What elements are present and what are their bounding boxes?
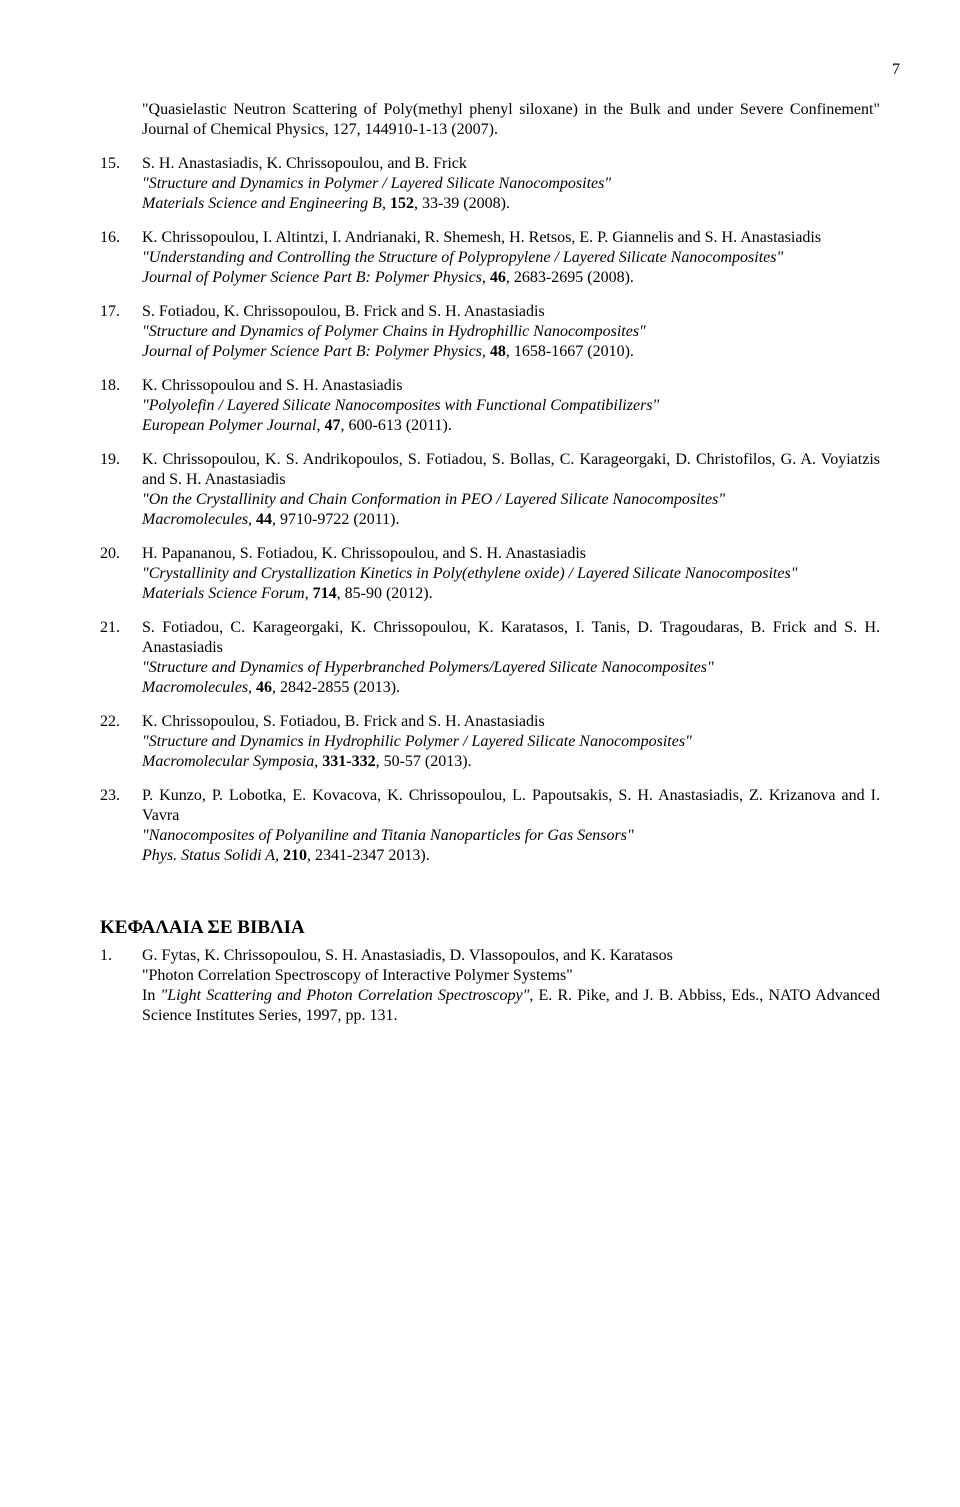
reference-number: 1. bbox=[100, 946, 142, 1026]
reference-body: K. Chrissopoulou and S. H. Anastasiadis"… bbox=[142, 376, 880, 436]
reference-journal: Journal of Polymer Science Part B: Polym… bbox=[142, 342, 880, 362]
journal-name: Macromolecular Symposia, bbox=[142, 753, 322, 770]
journal-rest: , 85-90 (2012). bbox=[337, 585, 433, 602]
reference-authors: S. H. Anastasiadis, K. Chrissopoulou, an… bbox=[142, 154, 880, 174]
reference-entry: 20.H. Papananou, S. Fotiadou, K. Chrisso… bbox=[100, 544, 880, 604]
journal-volume: 47 bbox=[324, 417, 340, 434]
reference-journal: European Polymer Journal, 47, 600-613 (2… bbox=[142, 416, 880, 436]
reference-title: "On the Crystallinity and Chain Conforma… bbox=[142, 490, 880, 510]
reference-authors: P. Kunzo, P. Lobotka, E. Kovacova, K. Ch… bbox=[142, 786, 880, 826]
journal-volume: 714 bbox=[313, 585, 337, 602]
book-title: "Light Scattering and Photon Correlation… bbox=[161, 987, 530, 1004]
journal-rest: , 2842-2855 (2013). bbox=[272, 679, 400, 696]
reference-title: "Structure and Dynamics of Polymer Chain… bbox=[142, 322, 880, 342]
reference-body: S. Fotiadou, K. Chrissopoulou, B. Frick … bbox=[142, 302, 880, 362]
reference-journal: Phys. Status Solidi A, 210, 2341-2347 20… bbox=[142, 846, 880, 866]
reference-entry: 16.K. Chrissopoulou, I. Altintzi, I. And… bbox=[100, 228, 880, 288]
journal-volume: 152 bbox=[390, 195, 414, 212]
reference-body: K. Chrissopoulou, K. S. Andrikopoulos, S… bbox=[142, 450, 880, 530]
reference-authors: G. Fytas, K. Chrissopoulou, S. H. Anasta… bbox=[142, 946, 880, 966]
reference-body: S. Fotiadou, C. Karageorgaki, K. Chrisso… bbox=[142, 618, 880, 698]
reference-authors: K. Chrissopoulou, I. Altintzi, I. Andria… bbox=[142, 228, 880, 248]
journal-volume: 331-332 bbox=[322, 753, 375, 770]
reference-authors: K. Chrissopoulou and S. H. Anastasiadis bbox=[142, 376, 880, 396]
journal-name: Journal of Polymer Science Part B: Polym… bbox=[142, 343, 490, 360]
reference-authors: K. Chrissopoulou, K. S. Andrikopoulos, S… bbox=[142, 450, 880, 490]
book-in-line: In "Light Scattering and Photon Correlat… bbox=[142, 986, 880, 1026]
reference-journal: Journal of Polymer Science Part B: Polym… bbox=[142, 268, 880, 288]
reference-body: K. Chrissopoulou, S. Fotiadou, B. Frick … bbox=[142, 712, 880, 772]
reference-number: 21. bbox=[100, 618, 142, 698]
reference-title: "Structure and Dynamics in Hydrophilic P… bbox=[142, 732, 880, 752]
reference-body: S. H. Anastasiadis, K. Chrissopoulou, an… bbox=[142, 154, 880, 214]
reference-journal: Macromolecular Symposia, 331-332, 50-57 … bbox=[142, 752, 880, 772]
reference-journal: Materials Science Forum, 714, 85-90 (201… bbox=[142, 584, 880, 604]
journal-volume: 44 bbox=[256, 511, 272, 528]
reference-authors: K. Chrissopoulou, S. Fotiadou, B. Frick … bbox=[142, 712, 880, 732]
reference-number: 19. bbox=[100, 450, 142, 530]
journal-name: Materials Science Forum, bbox=[142, 585, 313, 602]
journal-name: Macromolecules, bbox=[142, 511, 256, 528]
reference-number: 22. bbox=[100, 712, 142, 772]
reference-number: 23. bbox=[100, 786, 142, 866]
reference-body: K. Chrissopoulou, I. Altintzi, I. Andria… bbox=[142, 228, 880, 288]
journal-rest: , 50-57 (2013). bbox=[376, 753, 472, 770]
reference-entry: 15.S. H. Anastasiadis, K. Chrissopoulou,… bbox=[100, 154, 880, 214]
reference-authors: H. Papananou, S. Fotiadou, K. Chrissopou… bbox=[142, 544, 880, 564]
journal-name: Journal of Chemical Physics, bbox=[142, 121, 333, 138]
reference-journal: Macromolecules, 46, 2842-2855 (2013). bbox=[142, 678, 880, 698]
reference-journal: Materials Science and Engineering B, 152… bbox=[142, 194, 880, 214]
journal-volume: 46 bbox=[256, 679, 272, 696]
ref-journal: Journal of Chemical Physics, 127, 144910… bbox=[142, 121, 498, 138]
journal-rest: , 9710-9722 (2011). bbox=[272, 511, 399, 528]
reference-title: "Polyolefin / Layered Silicate Nanocompo… bbox=[142, 396, 880, 416]
reference-title: "Nanocomposites of Polyaniline and Titan… bbox=[142, 826, 880, 846]
reference-body: G. Fytas, K. Chrissopoulou, S. H. Anasta… bbox=[142, 946, 880, 1026]
page-number: 7 bbox=[100, 60, 900, 80]
journal-rest: , 144910-1-13 (2007). bbox=[357, 121, 498, 138]
reference-title: "Understanding and Controlling the Struc… bbox=[142, 248, 880, 268]
journal-name: Phys. Status Solidi A, bbox=[142, 847, 283, 864]
reference-number: 15. bbox=[100, 154, 142, 214]
reference-entry: 19.K. Chrissopoulou, K. S. Andrikopoulos… bbox=[100, 450, 880, 530]
journal-rest: , 33-39 (2008). bbox=[414, 195, 510, 212]
journal-name: Journal of Polymer Science Part B: Polym… bbox=[142, 269, 490, 286]
reference-entry: 18.K. Chrissopoulou and S. H. Anastasiad… bbox=[100, 376, 880, 436]
journal-name: Macromolecules, bbox=[142, 679, 256, 696]
journal-volume: 46 bbox=[490, 269, 506, 286]
journal-name: Materials Science and Engineering B, bbox=[142, 195, 390, 212]
reference-number: 17. bbox=[100, 302, 142, 362]
journal-volume: 127 bbox=[333, 121, 357, 138]
journal-rest: , 2683-2695 (2008). bbox=[506, 269, 634, 286]
reference-journal: Macromolecules, 44, 9710-9722 (2011). bbox=[142, 510, 880, 530]
journal-rest: , 1658-1667 (2010). bbox=[506, 343, 634, 360]
reference-body: H. Papananou, S. Fotiadou, K. Chrissopou… bbox=[142, 544, 880, 604]
reference-number: 20. bbox=[100, 544, 142, 604]
journal-volume: 48 bbox=[490, 343, 506, 360]
reference-entry: 23.P. Kunzo, P. Lobotka, E. Kovacova, K.… bbox=[100, 786, 880, 866]
reference-body: P. Kunzo, P. Lobotka, E. Kovacova, K. Ch… bbox=[142, 786, 880, 866]
reference-number: 18. bbox=[100, 376, 142, 436]
reference-title: "Structure and Dynamics of Hyperbranched… bbox=[142, 658, 880, 678]
reference-entry: 22.K. Chrissopoulou, S. Fotiadou, B. Fri… bbox=[100, 712, 880, 772]
section-heading-book-chapters: ΚΕΦΑΛΑΙΑ ΣΕ ΒΙΒΛΙΑ bbox=[100, 916, 880, 940]
reference-continuation: "Quasielastic Neutron Scattering of Poly… bbox=[142, 100, 880, 140]
reference-entry: 21.S. Fotiadou, C. Karageorgaki, K. Chri… bbox=[100, 618, 880, 698]
journal-rest: , 600-613 (2011). bbox=[340, 417, 451, 434]
reference-title: "Structure and Dynamics in Polymer / Lay… bbox=[142, 174, 880, 194]
in-prefix: In bbox=[142, 987, 161, 1004]
book-reference-entry: 1.G. Fytas, K. Chrissopoulou, S. H. Anas… bbox=[100, 946, 880, 1026]
reference-number: 16. bbox=[100, 228, 142, 288]
reference-entry: 17.S. Fotiadou, K. Chrissopoulou, B. Fri… bbox=[100, 302, 880, 362]
reference-title: "Photon Correlation Spectroscopy of Inte… bbox=[142, 966, 880, 986]
journal-rest: , 2341-2347 2013). bbox=[307, 847, 430, 864]
reference-authors: S. Fotiadou, C. Karageorgaki, K. Chrisso… bbox=[142, 618, 880, 658]
reference-title: "Crystallinity and Crystallization Kinet… bbox=[142, 564, 880, 584]
reference-authors: S. Fotiadou, K. Chrissopoulou, B. Frick … bbox=[142, 302, 880, 322]
journal-name: European Polymer Journal bbox=[142, 417, 316, 434]
ref-title: "Quasielastic Neutron Scattering of Poly… bbox=[142, 101, 880, 118]
journal-volume: 210 bbox=[283, 847, 307, 864]
